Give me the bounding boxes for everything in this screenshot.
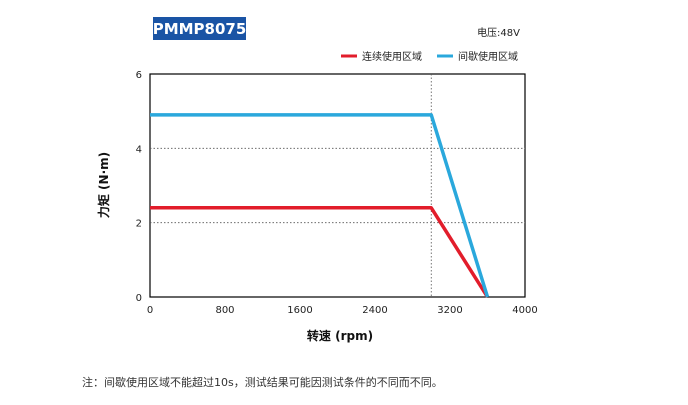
model-title-box <box>153 17 246 40</box>
y-axis-title: 力矩 (N·m) <box>96 152 111 218</box>
voltage-label: 电压:48V <box>477 26 520 39</box>
x-axis-title: 转速 (rpm) <box>307 328 373 343</box>
y-tick-label: 4 <box>136 144 142 155</box>
series-line-1 <box>150 113 490 298</box>
y-tick-label: 6 <box>136 70 142 81</box>
plot-area: 0 2 4 6 0 800 1600 2400 3200 4000 <box>136 70 538 316</box>
y-tick-label: 0 <box>136 293 142 304</box>
x-tick-label: 1600 <box>287 305 312 316</box>
legend-label: 间歇使用区域 <box>458 50 518 63</box>
x-tick-label: 3200 <box>437 305 462 316</box>
x-tick-label: 2400 <box>362 305 387 316</box>
y-tick-label: 2 <box>136 219 142 230</box>
legend: 连续使用区域 间歇使用区域 <box>341 50 518 63</box>
x-tick-label: 0 <box>147 305 153 316</box>
plot-frame <box>149 73 526 298</box>
x-tick-label: 4000 <box>512 305 537 316</box>
x-tick-label: 800 <box>215 305 234 316</box>
model-title: PMMP8075 <box>153 20 247 38</box>
legend-label: 连续使用区域 <box>362 50 422 63</box>
series-line-0 <box>150 206 489 298</box>
footnote: 注：间歇使用区域不能超过10s，测试结果可能因测试条件的不同而不同。 <box>82 375 443 389</box>
